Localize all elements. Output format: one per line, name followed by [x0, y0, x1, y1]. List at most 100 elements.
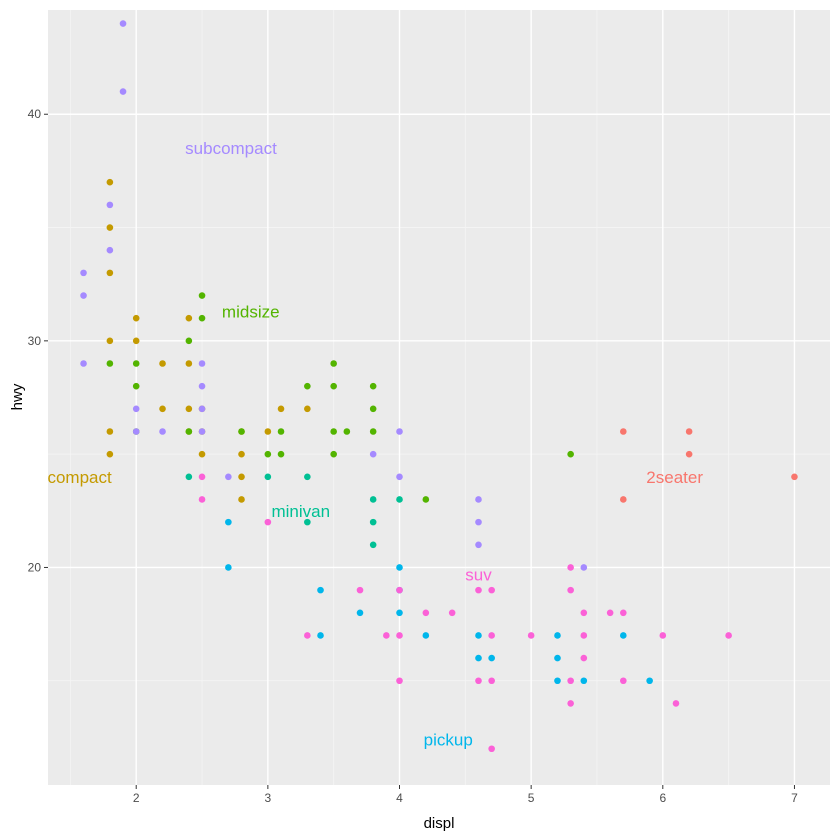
data-point-suv	[567, 564, 574, 571]
data-point-pickup	[356, 609, 364, 617]
data-point-compact	[185, 314, 193, 322]
panel-background	[48, 10, 830, 785]
data-point-suv	[198, 496, 206, 503]
data-point-subcompact	[119, 20, 127, 27]
data-point-subcompact	[159, 428, 166, 435]
data-point-pickup	[317, 632, 324, 639]
class-label-pickup: pickup	[424, 731, 473, 750]
data-point-pickup	[317, 586, 324, 594]
data-point-midsize	[330, 450, 337, 458]
data-point-suv	[488, 632, 495, 639]
data-point-midsize	[567, 450, 574, 458]
data-point-minivan	[369, 518, 377, 526]
data-point-subcompact	[369, 450, 377, 458]
data-point-pickup	[422, 632, 430, 639]
x-axis-ticks: 2 3 4 5 6 7	[133, 785, 798, 805]
data-point-suv	[422, 609, 430, 617]
data-point-suv	[198, 473, 206, 481]
data-point-suv	[356, 586, 364, 594]
data-point-subcompact	[396, 473, 403, 481]
data-point-midsize	[369, 382, 377, 390]
y-tick-label: 20	[28, 560, 42, 574]
data-point-suv	[580, 609, 588, 617]
data-point-compact	[106, 428, 114, 435]
data-point-suv	[672, 700, 680, 707]
data-point-midsize	[264, 450, 272, 458]
data-point-suv	[567, 700, 574, 707]
data-point-midsize	[132, 360, 140, 367]
data-point-pickup	[475, 632, 482, 639]
data-point-midsize	[198, 314, 206, 322]
x-axis-title: displ	[424, 815, 455, 832]
data-point-midsize	[343, 428, 351, 435]
x-tick-label: 2	[133, 791, 140, 805]
data-point-pickup	[580, 677, 588, 685]
data-point-compact	[198, 450, 206, 458]
data-point-2seater	[791, 473, 798, 481]
data-point-midsize	[185, 337, 193, 345]
major-gridlines	[48, 10, 830, 785]
data-point-suv	[475, 586, 482, 594]
data-point-pickup	[488, 654, 495, 662]
data-point-compact	[238, 450, 245, 458]
y-tick-label: 30	[28, 334, 42, 348]
x-tick-label: 3	[265, 791, 272, 805]
y-tick-label: 40	[28, 107, 42, 121]
data-point-compact	[106, 337, 114, 345]
y-axis-title: hwy	[9, 383, 26, 410]
data-point-pickup	[225, 518, 232, 526]
data-point-midsize	[422, 496, 430, 503]
data-points	[80, 20, 798, 753]
minor-gridlines	[48, 10, 830, 785]
data-point-subcompact	[225, 473, 232, 481]
data-point-suv	[580, 654, 588, 662]
data-point-suv	[488, 677, 495, 685]
data-point-suv	[396, 632, 403, 639]
data-point-suv	[488, 745, 495, 753]
data-point-suv	[567, 586, 574, 594]
x-tick-label: 6	[659, 791, 666, 805]
data-point-pickup	[475, 654, 482, 662]
data-point-midsize	[185, 428, 193, 435]
data-point-subcompact	[132, 428, 140, 435]
class-label-2seater: 2seater	[646, 468, 703, 487]
data-point-subcompact	[80, 360, 87, 367]
data-point-subcompact	[80, 292, 87, 299]
data-point-subcompact	[106, 246, 114, 254]
data-point-suv	[488, 586, 495, 594]
data-point-2seater	[685, 428, 693, 435]
data-point-suv	[396, 677, 403, 685]
data-point-midsize	[304, 382, 311, 390]
data-point-compact	[304, 405, 311, 413]
data-point-minivan	[369, 541, 377, 549]
data-point-pickup	[396, 609, 403, 617]
data-point-suv	[659, 632, 667, 639]
data-point-pickup	[396, 564, 403, 571]
data-point-suv	[527, 632, 535, 639]
data-point-midsize	[330, 382, 337, 390]
class-label-suv: suv	[465, 565, 492, 584]
x-tick-label: 4	[396, 791, 403, 805]
data-point-2seater	[620, 496, 627, 503]
data-point-minivan	[264, 473, 272, 481]
data-point-suv	[264, 518, 272, 526]
data-point-compact	[238, 473, 245, 481]
data-point-2seater	[620, 428, 627, 435]
data-point-midsize	[369, 405, 377, 413]
data-point-pickup	[646, 677, 653, 685]
data-point-minivan	[396, 496, 403, 503]
data-point-subcompact	[119, 88, 127, 95]
data-point-midsize	[277, 450, 285, 458]
class-label-subcompact: subcompact	[185, 139, 277, 158]
data-point-subcompact	[198, 382, 206, 390]
data-point-compact	[159, 405, 166, 413]
data-point-subcompact	[198, 428, 206, 435]
data-point-compact	[132, 337, 140, 345]
data-point-midsize	[198, 292, 206, 299]
data-point-minivan	[185, 473, 193, 481]
data-point-compact	[238, 496, 245, 503]
data-point-midsize	[369, 428, 377, 435]
data-point-midsize	[330, 360, 337, 367]
data-point-subcompact	[580, 564, 588, 571]
